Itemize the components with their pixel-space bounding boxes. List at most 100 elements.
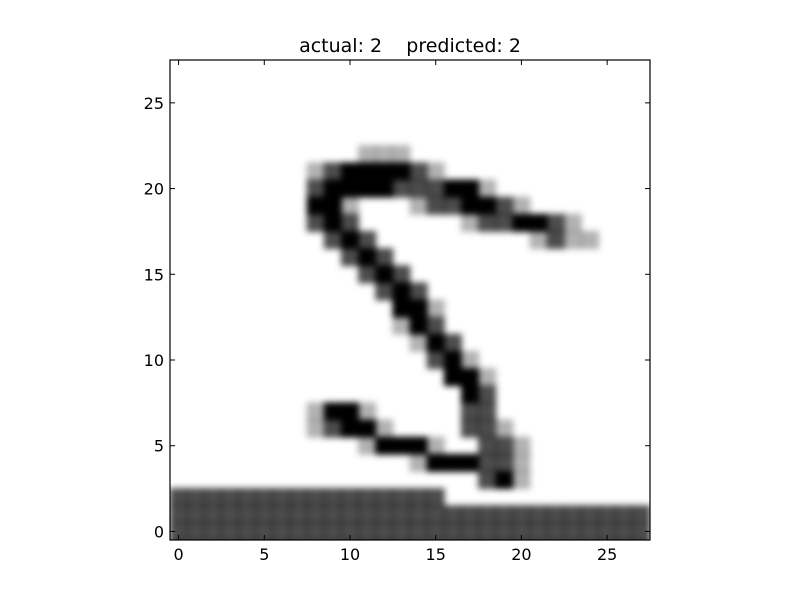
pixel-cell [426, 316, 445, 335]
pixel-cell [392, 505, 411, 524]
pixel-cell [358, 436, 377, 455]
pixel-cell [340, 522, 360, 540]
pixel-cell [238, 539, 257, 540]
pixel-cell [529, 230, 548, 250]
y-tick-label: 15 [144, 265, 164, 284]
axis-ticks: 0 5 10 15 20 25 0 5 10 15 20 25 [144, 60, 650, 564]
pixel-cell [375, 505, 394, 524]
pixel-cell [375, 145, 394, 164]
pixel-cell [460, 522, 480, 540]
pixel-cell [203, 488, 222, 507]
pixel-cell [478, 402, 497, 421]
pixel-cell [255, 522, 274, 540]
pixel-cell [170, 522, 188, 540]
pixel-cell [358, 145, 377, 164]
pixel-cell [598, 522, 617, 540]
pixel-cell [512, 436, 531, 455]
pixel-cell [323, 522, 342, 540]
pixel-cell [546, 539, 565, 540]
pixel-cell [478, 539, 497, 540]
pixel-cell [392, 179, 411, 198]
pixel-cell [495, 522, 514, 540]
pixel-cell [632, 539, 650, 540]
pixel-cell [255, 505, 274, 524]
pixel-cell [358, 488, 377, 507]
x-tick-label: 5 [259, 545, 269, 564]
pixel-cell [203, 505, 222, 524]
pixel-cell [323, 213, 342, 232]
pixel-cell [409, 196, 428, 215]
pixel-cell [512, 470, 531, 490]
pixel-cell [409, 282, 428, 301]
pixel-cell [170, 505, 188, 524]
pixel-cell [495, 419, 514, 438]
pixel-cell [323, 419, 342, 438]
x-tick-label: 15 [426, 545, 446, 564]
pixel-cell [392, 522, 411, 540]
pixel-cell [306, 213, 325, 232]
pixel-cell [392, 265, 411, 284]
pixel-cell [443, 333, 462, 352]
pixel-cell [409, 488, 428, 507]
pixel-cell [289, 539, 308, 540]
x-tick-label: 10 [340, 545, 360, 564]
pixel-cell [478, 436, 497, 455]
pixel-cell [358, 162, 377, 181]
pixel-cell [426, 299, 445, 318]
pixel-cell [323, 162, 342, 181]
y-tick-label: 5 [154, 437, 164, 456]
pixel-cell [186, 539, 205, 540]
pixel-cell [580, 505, 600, 524]
pixel-cell [323, 402, 342, 421]
pixel-cell [478, 505, 497, 524]
pixel-cell [426, 505, 445, 524]
digit-image [170, 145, 650, 540]
pixel-cell [426, 179, 445, 198]
pixel-cell [272, 488, 291, 507]
pixel-cell [615, 522, 634, 540]
pixel-cell [358, 505, 377, 524]
pixel-cell [409, 505, 428, 524]
pixel-cell [340, 419, 360, 438]
pixel-cell [443, 539, 462, 540]
pixel-cell [478, 470, 497, 490]
pixel-cell [306, 522, 325, 540]
pixel-cell [443, 350, 462, 370]
pixel-cell [238, 505, 257, 524]
pixel-cell [443, 368, 462, 387]
pixel-cell [238, 488, 257, 507]
pixel-cell [186, 505, 205, 524]
pixel-cell [238, 522, 257, 540]
pixel-cell [358, 419, 377, 438]
pixel-cell [563, 522, 582, 540]
pixel-cell [340, 248, 360, 267]
pixel-cell [323, 230, 342, 250]
pixel-cell [426, 162, 445, 181]
pixel-cell [460, 179, 480, 198]
pixel-cell [375, 265, 394, 284]
pixel-cell [289, 488, 308, 507]
pixel-cell [392, 282, 411, 301]
pixel-cell [563, 539, 582, 540]
pixel-cell [392, 488, 411, 507]
pixel-cell [512, 522, 531, 540]
pixel-cell [375, 522, 394, 540]
pixel-cell [409, 316, 428, 335]
pixel-cell [306, 419, 325, 438]
y-tick-label: 10 [144, 351, 164, 370]
pixel-cell [443, 179, 462, 198]
pixel-cell [460, 402, 480, 421]
pixel-cell [203, 522, 222, 540]
chart-title: actual: 2 predicted: 2 [299, 35, 521, 57]
pixel-cell [392, 316, 411, 335]
pixel-cell [306, 402, 325, 421]
pixel-cell [632, 505, 650, 524]
pixel-cell [272, 505, 291, 524]
pixel-cell [460, 419, 480, 438]
pixel-cell [460, 368, 480, 387]
pixel-cell [392, 436, 411, 455]
pixel-cell [375, 282, 394, 301]
pixel-cell [478, 385, 497, 404]
